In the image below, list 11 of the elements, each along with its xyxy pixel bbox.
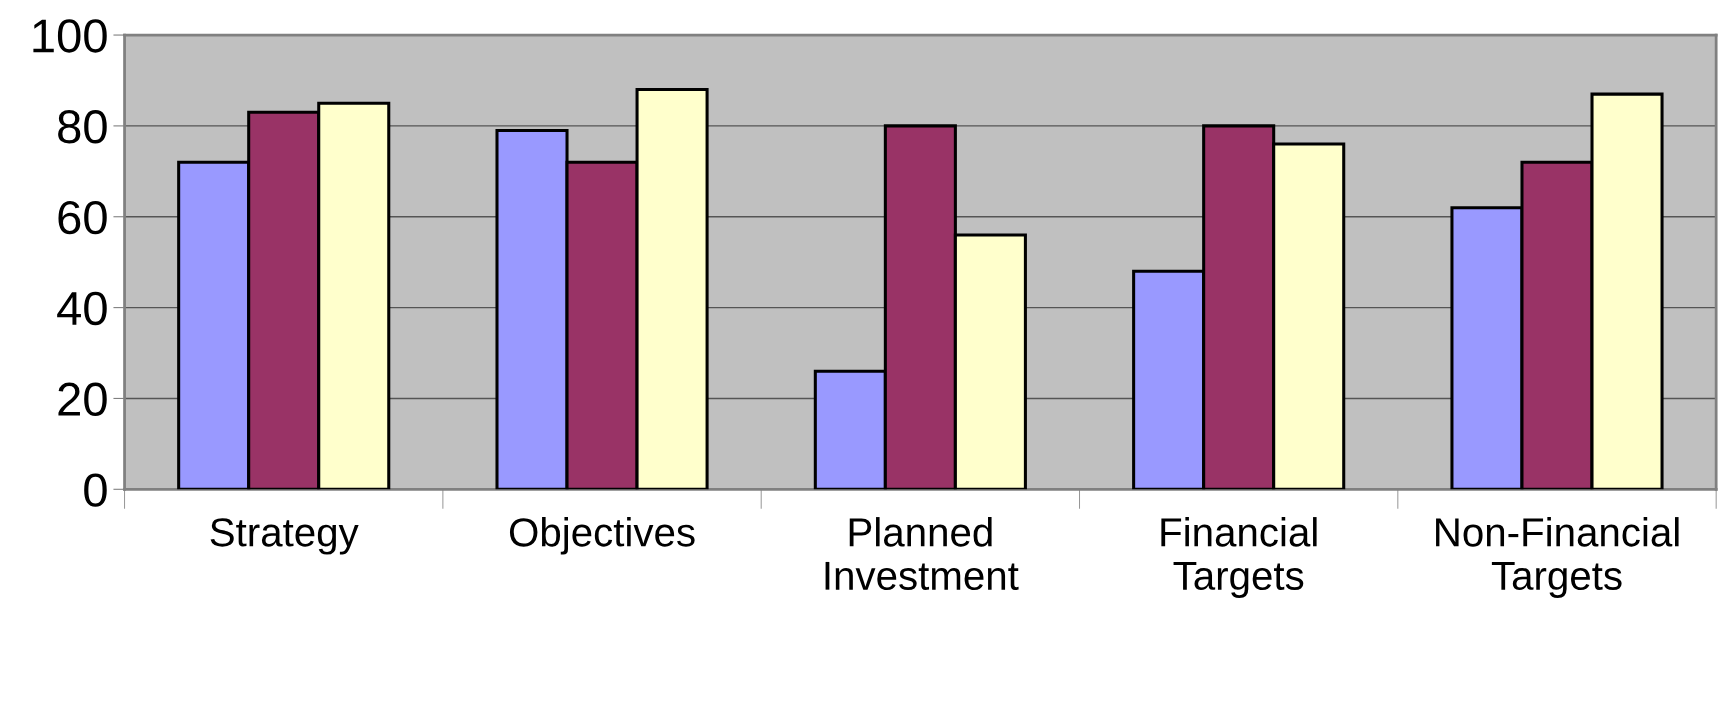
y-tick-label: 100 bbox=[33, 19, 107, 53]
y-tick-label: 40 bbox=[57, 291, 107, 326]
y-tick-label: 60 bbox=[58, 200, 107, 235]
y-tick-label: 20 bbox=[58, 382, 107, 417]
x-tick-label: Planned Investment bbox=[825, 517, 1019, 591]
y-tick-label: 80 bbox=[58, 110, 107, 144]
x-tick-label: Objectives bbox=[509, 517, 695, 555]
y-tick-label: 0 bbox=[84, 473, 107, 507]
x-tick-label: Non-Financial Targets bbox=[1436, 517, 1679, 599]
x-tick-label: Strategy bbox=[210, 518, 359, 555]
x-tick-label: Financial Targets bbox=[1161, 517, 1317, 599]
